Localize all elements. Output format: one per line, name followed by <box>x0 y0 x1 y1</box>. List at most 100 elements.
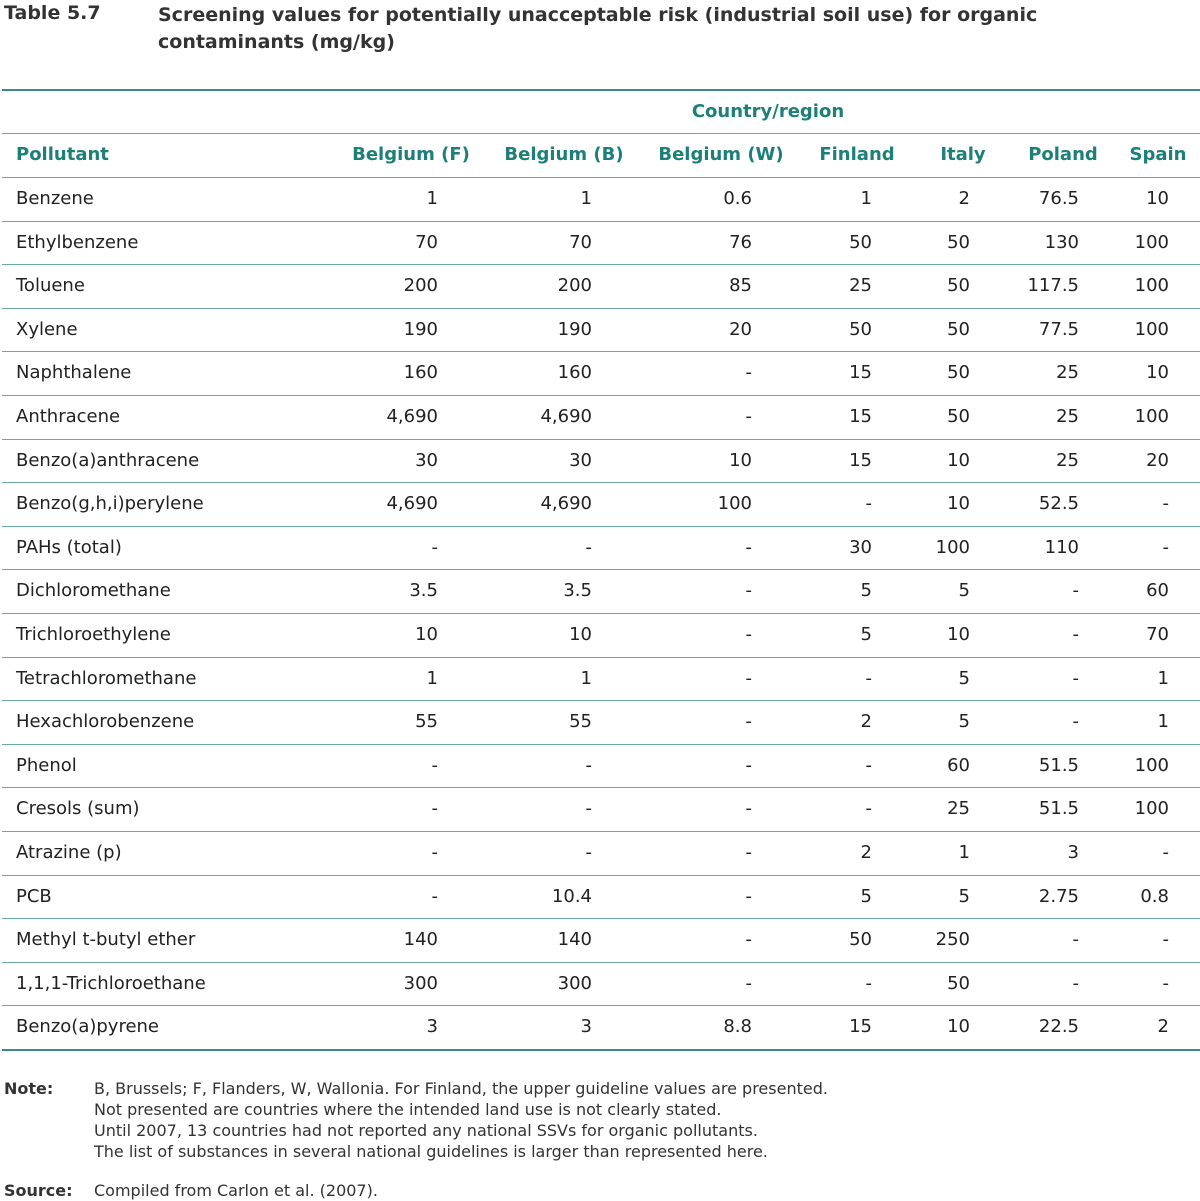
row-rule <box>2 831 1200 832</box>
value-cell: - <box>431 885 439 907</box>
value-cell: - <box>431 798 439 820</box>
row-rule <box>2 787 1200 789</box>
value-cell: 300 <box>403 972 438 994</box>
value-cell: 3 <box>580 1016 592 1038</box>
row-rule <box>2 264 1200 266</box>
pollutant-name-cell: Atrazine (p) <box>16 842 122 863</box>
value-cell: 110 <box>1044 536 1079 558</box>
value-cell: 50 <box>947 318 970 340</box>
value-cell: - <box>745 885 753 907</box>
pollutant-name-cell: Trichloroethylene <box>16 624 171 645</box>
value-cell: 0.6 <box>723 188 752 209</box>
value-cell: 10 <box>415 624 438 645</box>
value-cell: - <box>585 798 593 820</box>
value-cell: 50 <box>849 929 872 951</box>
value-cell: 1 <box>958 842 970 863</box>
value-cell: 60 <box>947 754 970 776</box>
value-cell: - <box>865 754 873 776</box>
value-cell: - <box>1162 929 1170 951</box>
value-cell: - <box>745 580 753 602</box>
column-header-country: Poland <box>1028 144 1098 165</box>
value-cell: 30 <box>569 449 592 471</box>
value-cell: - <box>1072 711 1080 733</box>
value-cell: - <box>1162 972 1170 994</box>
column-header-country: Belgium (B) <box>504 144 624 165</box>
value-cell: - <box>1072 624 1080 645</box>
note-line: The list of substances in several nation… <box>94 1142 768 1161</box>
value-cell: 50 <box>947 972 970 994</box>
value-cell: - <box>745 842 753 863</box>
value-cell: 1 <box>1157 667 1169 689</box>
pollutant-name-cell: Dichloromethane <box>16 580 171 602</box>
value-cell: 140 <box>403 929 438 951</box>
pollutant-name-cell: Benzo(a)pyrene <box>16 1016 160 1038</box>
value-cell: 4,690 <box>386 406 438 427</box>
value-cell: 52.5 <box>1038 493 1079 515</box>
value-cell: - <box>1162 493 1170 515</box>
value-cell: 3 <box>1067 842 1079 863</box>
value-cell: - <box>745 667 753 689</box>
value-cell: 4,690 <box>386 493 438 515</box>
value-cell: 300 <box>557 972 592 994</box>
value-cell: - <box>431 754 439 776</box>
column-header-country: Belgium (W) <box>658 144 784 165</box>
value-cell: 160 <box>557 362 592 384</box>
value-cell: 2.75 <box>1038 885 1079 907</box>
value-cell: 51.5 <box>1038 754 1079 776</box>
value-cell: 51.5 <box>1038 798 1079 820</box>
value-cell: 15 <box>849 1016 872 1038</box>
row-rule <box>2 351 1200 353</box>
row-rule <box>2 743 1200 745</box>
pollutant-name-cell: Tetrachloromethane <box>16 667 197 689</box>
value-cell: 22.5 <box>1038 1016 1079 1038</box>
value-cell: - <box>585 536 593 558</box>
row-rule <box>2 438 1200 440</box>
value-cell: 2 <box>958 188 970 209</box>
row-rule <box>2 961 1200 963</box>
value-cell: 77.5 <box>1038 318 1079 340</box>
value-cell: - <box>745 754 753 776</box>
value-cell: 85 <box>729 275 752 297</box>
value-cell: 140 <box>557 929 592 951</box>
group-header-rule <box>2 133 1200 134</box>
pollutant-name-cell: 1,1,1-Trichloroethane <box>16 972 206 994</box>
pollutant-name-cell: Xylene <box>16 318 78 340</box>
value-cell: 55 <box>569 711 592 733</box>
pollutant-name-cell: Methyl t-butyl ether <box>16 929 196 951</box>
value-cell: - <box>745 711 753 733</box>
pollutant-name-cell: Ethylbenzene <box>16 231 139 253</box>
value-cell: 160 <box>403 362 438 384</box>
row-rule <box>2 874 1200 876</box>
value-cell: 100 <box>1134 275 1169 297</box>
table-title: Screening values for potentially unaccep… <box>158 4 1038 53</box>
value-cell: 100 <box>1134 754 1169 776</box>
value-cell: 25 <box>1056 362 1079 384</box>
value-cell: 1 <box>580 667 592 689</box>
value-cell: 70 <box>415 231 438 253</box>
value-cell: 100 <box>1134 318 1169 340</box>
row-rule <box>2 656 1200 658</box>
value-cell: 1 <box>1157 711 1169 733</box>
value-cell: - <box>745 624 753 645</box>
table-top-rule <box>2 89 1200 91</box>
value-cell: 100 <box>1134 406 1169 427</box>
row-rule <box>2 918 1200 920</box>
pollutant-name-cell: Toluene <box>16 275 85 297</box>
value-cell: - <box>745 972 753 994</box>
value-cell: 10.4 <box>551 885 592 907</box>
value-cell: 25 <box>1056 449 1079 471</box>
column-header-country: Spain <box>1129 144 1187 165</box>
row-rule <box>2 613 1200 614</box>
pollutant-name-cell: Cresols (sum) <box>16 798 140 820</box>
value-cell: 50 <box>947 231 970 253</box>
row-rule <box>2 307 1200 309</box>
value-cell: 4,690 <box>540 406 592 427</box>
value-cell: 70 <box>569 231 592 253</box>
header-bottom-rule <box>2 177 1200 178</box>
pollutant-name-cell: Benzo(g,h,i)perylene <box>16 493 204 515</box>
value-cell: 10 <box>947 1016 970 1038</box>
value-cell: 3.5 <box>563 580 592 602</box>
value-cell: 15 <box>849 362 872 384</box>
value-cell: 10 <box>947 624 970 645</box>
value-cell: 5 <box>860 580 872 602</box>
